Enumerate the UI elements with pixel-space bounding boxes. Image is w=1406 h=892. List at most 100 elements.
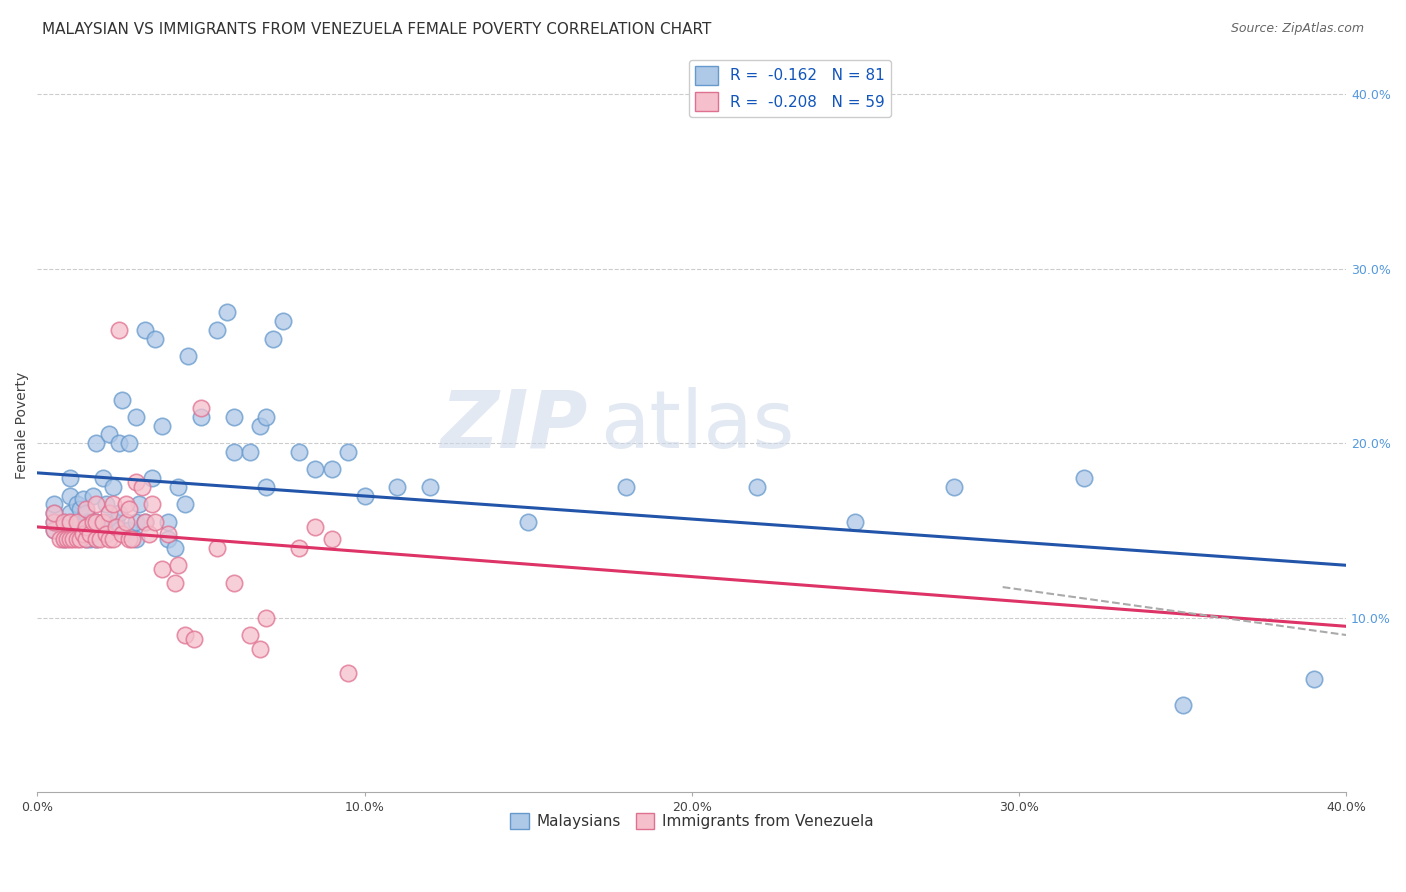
Point — [84, 532, 107, 546]
Point — [173, 628, 195, 642]
Point — [262, 332, 284, 346]
Point — [141, 471, 163, 485]
Point — [72, 491, 94, 506]
Point — [304, 462, 326, 476]
Point — [183, 632, 205, 646]
Point — [222, 575, 245, 590]
Point — [91, 515, 114, 529]
Point — [353, 489, 375, 503]
Point — [89, 532, 111, 546]
Point — [65, 497, 87, 511]
Point — [69, 532, 91, 546]
Point — [75, 532, 97, 546]
Point — [118, 524, 141, 538]
Point — [69, 502, 91, 516]
Point — [222, 410, 245, 425]
Point — [104, 515, 127, 529]
Point — [52, 532, 75, 546]
Point — [79, 532, 101, 546]
Point — [217, 305, 239, 319]
Point — [98, 515, 121, 529]
Point — [1302, 672, 1324, 686]
Point — [134, 323, 156, 337]
Point — [517, 515, 540, 529]
Point — [91, 471, 114, 485]
Point — [84, 436, 107, 450]
Point — [124, 410, 146, 425]
Point — [75, 506, 97, 520]
Point — [337, 445, 360, 459]
Point — [254, 410, 277, 425]
Point — [98, 427, 121, 442]
Point — [419, 480, 441, 494]
Point — [304, 520, 326, 534]
Point — [84, 515, 107, 529]
Point — [82, 515, 104, 529]
Point — [79, 527, 101, 541]
Point — [177, 349, 200, 363]
Point — [59, 471, 82, 485]
Point — [387, 480, 409, 494]
Point — [82, 489, 104, 503]
Point — [55, 532, 77, 546]
Point — [124, 515, 146, 529]
Point — [143, 515, 166, 529]
Point — [101, 497, 124, 511]
Point — [124, 532, 146, 546]
Point — [131, 480, 153, 494]
Point — [42, 506, 65, 520]
Point — [207, 323, 229, 337]
Point — [65, 532, 87, 546]
Point — [42, 515, 65, 529]
Point — [150, 562, 173, 576]
Point — [111, 392, 134, 407]
Point — [65, 515, 87, 529]
Point — [59, 506, 82, 520]
Point — [52, 532, 75, 546]
Legend: Malaysians, Immigrants from Venezuela: Malaysians, Immigrants from Venezuela — [505, 807, 880, 836]
Point — [747, 480, 769, 494]
Point — [167, 480, 190, 494]
Point — [337, 666, 360, 681]
Point — [52, 515, 75, 529]
Point — [49, 532, 72, 546]
Point — [239, 628, 262, 642]
Point — [157, 532, 180, 546]
Point — [75, 515, 97, 529]
Point — [239, 445, 262, 459]
Point — [288, 541, 311, 555]
Point — [94, 497, 117, 511]
Point — [118, 436, 141, 450]
Point — [118, 532, 141, 546]
Point — [128, 497, 150, 511]
Point — [42, 515, 65, 529]
Y-axis label: Female Poverty: Female Poverty — [15, 372, 30, 479]
Point — [118, 502, 141, 516]
Point — [138, 527, 160, 541]
Point — [157, 515, 180, 529]
Point — [75, 502, 97, 516]
Point — [134, 515, 156, 529]
Point — [190, 410, 212, 425]
Point — [111, 527, 134, 541]
Point — [52, 515, 75, 529]
Point — [163, 541, 186, 555]
Point — [173, 497, 195, 511]
Point — [143, 332, 166, 346]
Point — [42, 524, 65, 538]
Point — [271, 314, 294, 328]
Point — [163, 575, 186, 590]
Point — [82, 524, 104, 538]
Point — [101, 532, 124, 546]
Point — [108, 506, 131, 520]
Point — [942, 480, 965, 494]
Point — [104, 520, 127, 534]
Point — [42, 497, 65, 511]
Point — [75, 524, 97, 538]
Point — [79, 524, 101, 538]
Point — [108, 524, 131, 538]
Point — [222, 445, 245, 459]
Point — [321, 532, 343, 546]
Point — [84, 532, 107, 546]
Point — [108, 323, 131, 337]
